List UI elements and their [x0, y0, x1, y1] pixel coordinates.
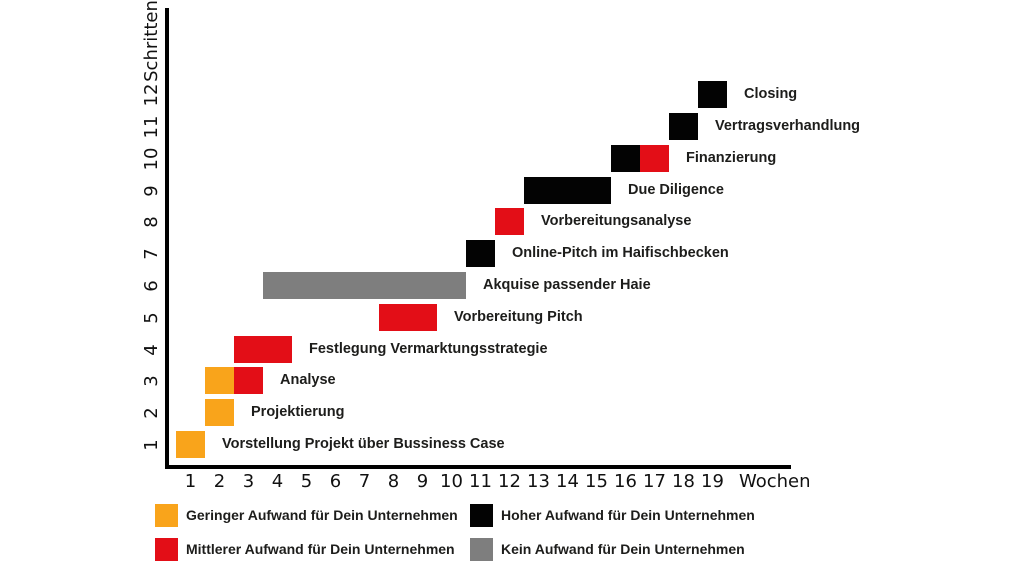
task-bar-segment	[263, 272, 466, 299]
x-axis-line	[165, 465, 791, 469]
x-tick-label: 19	[701, 471, 724, 492]
task-bar-segment	[698, 81, 727, 108]
task-label: Vorbereitungsanalyse	[541, 213, 692, 229]
x-tick-label: 2	[213, 471, 226, 492]
task-label: Analyse	[280, 372, 336, 388]
x-tick-label: 14	[556, 471, 579, 492]
y-tick-label: 7	[141, 247, 162, 260]
y-tick-label: 10	[141, 147, 162, 170]
y-axis-line	[165, 8, 169, 469]
task-label: Akquise passender Haie	[483, 277, 651, 293]
y-tick-label: 11	[141, 115, 162, 138]
legend-label: Hoher Aufwand für Dein Unternehmen	[501, 507, 755, 523]
y-tick-label: 1	[141, 438, 162, 451]
x-tick-label: 5	[300, 471, 313, 492]
task-bar-segment	[495, 208, 524, 235]
task-bar-segment	[669, 113, 698, 140]
legend-swatch	[155, 538, 178, 561]
task-label: Online-Pitch im Haifischbecken	[512, 245, 729, 261]
task-bar-segment	[524, 177, 611, 204]
y-tick-label: 8	[141, 215, 162, 228]
x-tick-label: 11	[469, 471, 492, 492]
y-tick-label: 3	[141, 374, 162, 387]
y-axis-title: Schritten	[141, 0, 162, 82]
task-label: Festlegung Vermarktungsstrategie	[309, 341, 548, 357]
task-bar-segment	[205, 367, 234, 394]
x-tick-label: 12	[498, 471, 521, 492]
task-bar-segment	[176, 431, 205, 458]
task-bar-segment	[640, 145, 669, 172]
task-bar-segment	[234, 367, 263, 394]
y-tick-label: 2	[141, 406, 162, 419]
task-label: Vertragsverhandlung	[715, 118, 861, 134]
task-label: Vorstellung Projekt über Bussiness Case	[222, 436, 505, 452]
y-tick-label: 12	[141, 83, 162, 106]
task-label: Projektierung	[251, 404, 345, 420]
x-tick-label: 16	[614, 471, 637, 492]
x-tick-label: 7	[358, 471, 371, 492]
x-tick-label: 1	[184, 471, 197, 492]
y-tick-label: 9	[141, 184, 162, 197]
legend-label: Mittlerer Aufwand für Dein Unternehmen	[186, 541, 455, 557]
x-tick-label: 3	[242, 471, 255, 492]
x-tick-label: 10	[440, 471, 463, 492]
x-tick-label: 4	[271, 471, 284, 492]
x-tick-label: 6	[329, 471, 342, 492]
task-label: Due Diligence	[628, 182, 724, 198]
task-label: Finanzierung	[686, 150, 777, 166]
x-tick-label: 18	[672, 471, 695, 492]
x-tick-label: 13	[527, 471, 550, 492]
task-bar-segment	[234, 336, 292, 363]
x-tick-label: 9	[416, 471, 429, 492]
legend-label: Kein Aufwand für Dein Unternehmen	[501, 541, 745, 557]
task-bar-segment	[379, 304, 437, 331]
y-tick-label: 4	[141, 343, 162, 356]
legend-swatch	[470, 504, 493, 527]
x-tick-label: 8	[387, 471, 400, 492]
task-bar-segment	[466, 240, 495, 267]
x-tick-label: 15	[585, 471, 608, 492]
task-label: Closing	[744, 86, 798, 102]
task-bar-segment	[611, 145, 640, 172]
y-tick-label: 6	[141, 279, 162, 292]
x-tick-label: 17	[643, 471, 666, 492]
legend-swatch	[155, 504, 178, 527]
task-label: Vorbereitung Pitch	[454, 309, 583, 325]
legend-label: Geringer Aufwand für Dein Unternehmen	[186, 507, 458, 523]
x-axis-title: Wochen	[739, 471, 811, 492]
legend-swatch	[470, 538, 493, 561]
y-tick-label: 5	[141, 311, 162, 324]
task-bar-segment	[205, 399, 234, 426]
